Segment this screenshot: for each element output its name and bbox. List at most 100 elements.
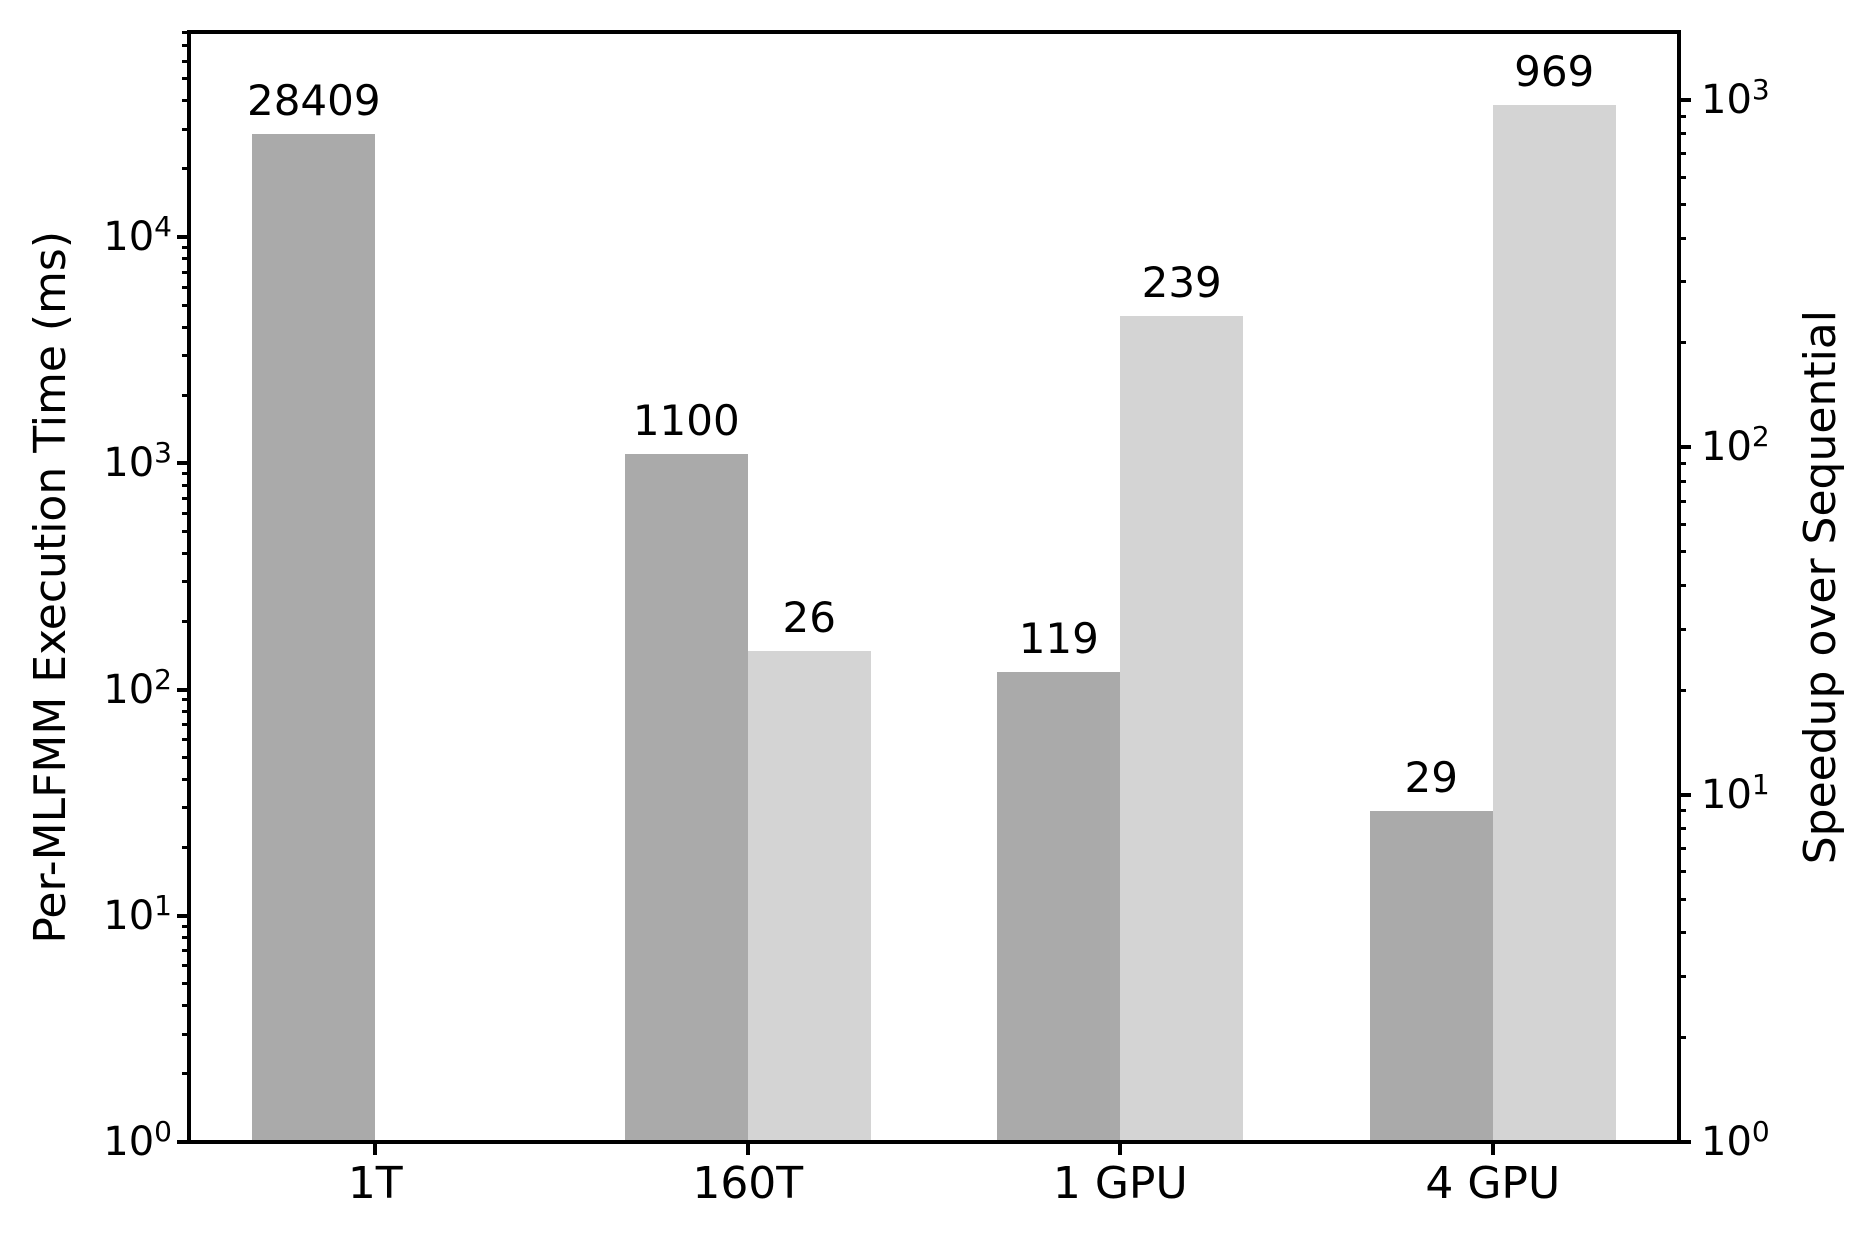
left-minor-tick [182, 393, 189, 397]
right-minor-tick [1679, 688, 1686, 692]
bar-left-0 [252, 134, 376, 1142]
left-minor-tick [182, 325, 189, 329]
bar-left-2 [997, 672, 1121, 1142]
bar-right-2 [1120, 316, 1244, 1142]
right-major-tick [1679, 1140, 1691, 1144]
left-minor-tick [182, 806, 189, 810]
right-minor-tick [1679, 522, 1686, 526]
left-minor-tick [182, 77, 189, 81]
left-minor-tick [182, 964, 189, 968]
right-tick-label: 100 [1701, 1115, 1770, 1166]
right-major-tick [1679, 792, 1691, 797]
right-minor-tick [1679, 627, 1686, 631]
left-minor-tick [182, 619, 189, 623]
x-major-tick [745, 1142, 750, 1155]
left-major-tick [177, 235, 189, 240]
right-minor-tick [1679, 1035, 1686, 1039]
x-tick-label-1: 160T [692, 1158, 804, 1209]
bar-right-1 [747, 650, 871, 1142]
bar-value-label: 969 [1514, 46, 1595, 96]
left-minor-tick [182, 949, 189, 953]
x-major-tick [1118, 1142, 1123, 1155]
right-minor-tick [1679, 809, 1686, 813]
right-minor-tick [1679, 152, 1686, 156]
right-axis-label-box: Speedup over Sequential [1790, 32, 1850, 1142]
x-tick-label-0: 1T [347, 1158, 403, 1209]
right-minor-tick [1679, 931, 1686, 935]
right-minor-tick [1679, 584, 1686, 588]
left-major-tick [177, 461, 189, 466]
right-minor-tick [1679, 114, 1686, 118]
left-tick-label: 100 [103, 1115, 172, 1166]
right-axis-label: Speedup over Sequential [1794, 309, 1846, 865]
left-minor-tick [182, 257, 189, 261]
left-minor-tick [182, 924, 189, 928]
left-minor-tick [182, 756, 189, 760]
left-axis-label-box: Per-MLFMM Execution Time (ms) [20, 32, 80, 1142]
left-minor-tick [182, 270, 189, 274]
right-minor-tick [1679, 826, 1686, 830]
left-minor-tick [182, 1032, 189, 1036]
bar-value-label: 29 [1404, 753, 1459, 803]
left-minor-tick [182, 59, 189, 63]
right-minor-tick [1679, 461, 1686, 465]
left-minor-tick [182, 31, 189, 35]
right-minor-tick [1679, 280, 1686, 284]
right-minor-tick [1679, 974, 1686, 978]
right-tick-label: 103 [1701, 73, 1770, 124]
bar-left-1 [624, 453, 748, 1142]
left-minor-tick [182, 303, 189, 307]
right-tick-label: 101 [1701, 767, 1770, 818]
left-minor-tick [182, 472, 189, 476]
right-minor-tick [1679, 897, 1686, 901]
left-minor-tick [182, 982, 189, 986]
right-tick-label: 102 [1701, 420, 1770, 471]
left-minor-tick [182, 1004, 189, 1008]
left-minor-tick [182, 723, 189, 727]
left-minor-tick [182, 580, 189, 584]
left-minor-tick [182, 99, 189, 103]
right-minor-tick [1679, 847, 1686, 850]
right-minor-tick [1679, 132, 1686, 136]
bar-value-label: 1100 [632, 395, 740, 445]
bar-right-3 [1492, 104, 1616, 1142]
x-tick-label-2: 1 GPU [1052, 1158, 1188, 1209]
right-major-tick [1679, 445, 1691, 450]
bar-value-label: 119 [1018, 614, 1099, 664]
right-minor-tick [1679, 175, 1686, 179]
left-minor-tick [182, 245, 189, 249]
right-minor-tick [1679, 203, 1686, 207]
left-tick-label: 104 [103, 210, 172, 261]
left-major-tick [177, 687, 189, 692]
left-tick-label: 103 [103, 436, 172, 487]
right-minor-tick [1679, 479, 1686, 483]
left-minor-tick [182, 551, 189, 555]
right-minor-tick [1679, 236, 1686, 240]
left-minor-tick [182, 511, 189, 515]
right-minor-tick [1679, 341, 1686, 345]
plot-frame [187, 30, 1681, 1144]
left-minor-tick [182, 936, 189, 940]
left-minor-tick [182, 846, 189, 850]
left-minor-tick [182, 496, 189, 500]
left-minor-tick [182, 698, 189, 702]
left-minor-tick [182, 44, 189, 48]
x-tick-label-3: 4 GPU [1425, 1158, 1561, 1209]
left-minor-tick [182, 1072, 189, 1076]
left-minor-tick [182, 127, 189, 131]
left-minor-tick [182, 778, 189, 782]
bar-value-label: 26 [782, 592, 836, 642]
left-major-tick [177, 1140, 189, 1144]
right-major-tick [1679, 98, 1691, 103]
left-minor-tick [182, 738, 189, 742]
right-minor-tick [1679, 870, 1686, 874]
bar-value-label: 28409 [246, 76, 381, 126]
right-minor-tick [1679, 499, 1686, 503]
left-minor-tick [182, 353, 189, 357]
bar-value-label: 239 [1141, 258, 1222, 307]
x-major-tick [373, 1142, 378, 1155]
left-tick-label: 102 [103, 662, 172, 713]
left-minor-tick [182, 285, 189, 289]
left-minor-tick [182, 167, 189, 171]
